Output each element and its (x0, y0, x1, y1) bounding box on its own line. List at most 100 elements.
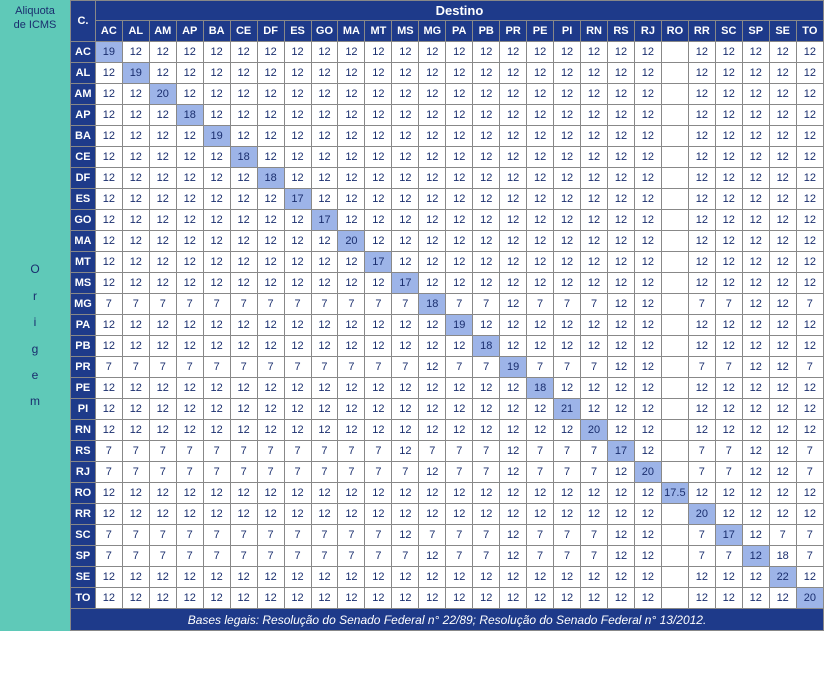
rate-cell: 7 (203, 357, 230, 378)
rate-cell: 12 (473, 147, 500, 168)
rate-cell: 12 (742, 315, 769, 336)
rate-cell: 12 (742, 399, 769, 420)
rate-cell: 7 (95, 546, 122, 567)
corner-label: C. (71, 1, 96, 42)
rate-cell: 12 (769, 231, 796, 252)
rate-cell: 7 (446, 441, 473, 462)
destino-header: Destino (95, 1, 823, 21)
rate-cell: 12 (230, 84, 257, 105)
rate-cell: 12 (149, 168, 176, 189)
rate-cell: 7 (203, 546, 230, 567)
rate-cell: 12 (742, 42, 769, 63)
rate-cell: 12 (176, 399, 203, 420)
rate-cell: 12 (284, 126, 311, 147)
rate-cell: 12 (95, 483, 122, 504)
rate-cell: 7 (688, 357, 715, 378)
rate-cell: 12 (95, 63, 122, 84)
rate-cell: 12 (581, 483, 608, 504)
rate-cell: 12 (500, 294, 527, 315)
rate-cell: 7 (365, 525, 392, 546)
rate-cell: 12 (149, 378, 176, 399)
rate-cell: 12 (769, 168, 796, 189)
rate-cell: 12 (257, 84, 284, 105)
rate-cell: 12 (230, 315, 257, 336)
rate-cell (661, 525, 688, 546)
rate-cell: 12 (715, 420, 742, 441)
rate-cell: 12 (122, 420, 149, 441)
row-header-rs: RS (71, 441, 96, 462)
rate-cell: 7 (284, 294, 311, 315)
rate-cell: 12 (338, 168, 365, 189)
rate-cell: 12 (176, 210, 203, 231)
rate-cell: 12 (365, 210, 392, 231)
rate-cell: 7 (554, 546, 581, 567)
rate-cell (661, 84, 688, 105)
rate-cell: 7 (230, 294, 257, 315)
rate-cell: 12 (688, 231, 715, 252)
rate-cell: 12 (500, 84, 527, 105)
rate-cell: 7 (122, 441, 149, 462)
rate-cell: 12 (473, 42, 500, 63)
rate-cell: 7 (338, 441, 365, 462)
rate-cell: 12 (284, 168, 311, 189)
rate-cell: 12 (149, 504, 176, 525)
rate-cell (661, 315, 688, 336)
rate-cell: 12 (176, 588, 203, 609)
rate-cell: 7 (796, 462, 823, 483)
rate-cell: 12 (688, 273, 715, 294)
rate-cell (661, 189, 688, 210)
rate-cell: 7 (257, 294, 284, 315)
rate-cell: 7 (95, 462, 122, 483)
rate-cell: 12 (742, 210, 769, 231)
rate-cell: 12 (419, 189, 446, 210)
rate-cell: 12 (769, 588, 796, 609)
rate-cell: 12 (122, 231, 149, 252)
rate-cell: 7 (149, 462, 176, 483)
rate-cell: 12 (608, 525, 635, 546)
rate-cell: 12 (554, 210, 581, 231)
rate-cell: 7 (796, 357, 823, 378)
rate-cell: 12 (284, 378, 311, 399)
rate-cell: 12 (257, 126, 284, 147)
rate-cell: 12 (796, 252, 823, 273)
rate-cell: 12 (203, 231, 230, 252)
rate-cell: 12 (311, 147, 338, 168)
rate-cell: 12 (149, 252, 176, 273)
rate-cell: 12 (122, 504, 149, 525)
rate-cell: 12 (527, 252, 554, 273)
rate-cell: 7 (419, 525, 446, 546)
rate-cell: 12 (203, 483, 230, 504)
rate-cell: 12 (634, 378, 661, 399)
rate-cell: 12 (473, 420, 500, 441)
rate-cell: 12 (419, 504, 446, 525)
rate-cell: 12 (311, 420, 338, 441)
rate-cell: 12 (796, 189, 823, 210)
rate-cell: 7 (581, 441, 608, 462)
row-header-go: GO (71, 210, 96, 231)
rate-cell: 12 (608, 357, 635, 378)
rate-cell: 12 (230, 168, 257, 189)
rate-cell (661, 357, 688, 378)
rate-cell: 12 (419, 105, 446, 126)
rate-cell: 12 (230, 105, 257, 126)
rate-cell: 12 (311, 483, 338, 504)
rate-cell: 12 (554, 231, 581, 252)
rate-cell: 12 (311, 105, 338, 126)
rate-cell: 12 (257, 147, 284, 168)
rate-cell: 12 (500, 399, 527, 420)
rate-cell: 7 (473, 546, 500, 567)
rate-cell: 12 (581, 336, 608, 357)
rate-cell: 12 (715, 252, 742, 273)
rate-cell: 12 (527, 42, 554, 63)
col-header-ap: AP (176, 21, 203, 42)
rate-cell: 12 (527, 231, 554, 252)
rate-cell: 7 (796, 441, 823, 462)
rate-cell: 12 (554, 189, 581, 210)
diagonal-cell: 17 (715, 525, 742, 546)
rate-cell: 7 (688, 441, 715, 462)
rate-cell: 12 (446, 483, 473, 504)
row-header-ba: BA (71, 126, 96, 147)
rate-cell: 12 (715, 273, 742, 294)
diagonal-cell: 22 (769, 567, 796, 588)
rate-cell: 12 (769, 462, 796, 483)
